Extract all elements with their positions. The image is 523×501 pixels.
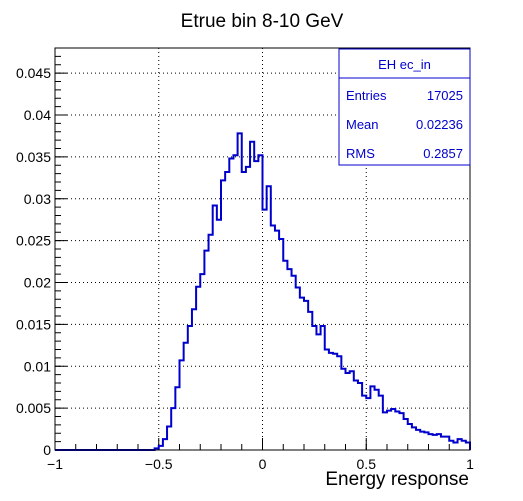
chart-title: Etrue bin 8-10 GeV <box>181 11 344 32</box>
y-tick-label: 0.04 <box>24 107 51 123</box>
y-tick-label: 0.025 <box>16 233 51 249</box>
y-tick-label: 0.045 <box>16 65 51 81</box>
histogram-line <box>55 132 471 451</box>
x-tick-label: 1 <box>466 456 474 472</box>
plot-frame <box>54 47 471 451</box>
stats-box-title: EH ec_in <box>378 57 431 72</box>
stats-value-mean: 0.02236 <box>416 117 463 132</box>
y-tick-labels: 0 0.005 0.01 0.015 0.02 0.025 0.03 0.035 0.04 0.0… <box>16 65 51 458</box>
y-tick-label: 0 <box>43 442 51 458</box>
stats-label-rms: RMS <box>346 146 375 161</box>
x-tick-label: −0.5 <box>145 456 173 472</box>
y-tick-label: 0.015 <box>16 316 51 332</box>
y-tick-label: 0.005 <box>16 400 51 416</box>
x-axis-title: Energy response <box>325 469 469 490</box>
y-tick-label: 0.035 <box>16 149 51 165</box>
stats-value-rms: 0.2857 <box>423 146 463 161</box>
stats-label-entries: Entries <box>346 88 387 103</box>
y-tick-label: 0.03 <box>24 191 51 207</box>
stats-value-entries: 17025 <box>427 88 463 103</box>
stats-label-mean: Mean <box>346 117 379 132</box>
x-tick-label: 0.5 <box>357 456 377 472</box>
grid-lines <box>55 48 470 450</box>
y-tick-label: 0.01 <box>24 358 51 374</box>
y-tick-label: 0.02 <box>24 275 51 291</box>
x-tick-label: 0 <box>259 456 267 472</box>
stats-box: EH ec_in Entries 17025 Mean 0.02236 RMS 0.2857 <box>338 48 471 166</box>
x-tick-labels: −1 −0.5 0 0.5 1 <box>47 456 474 472</box>
x-tick-label: −1 <box>47 456 63 472</box>
stats-box-frame <box>338 48 471 166</box>
